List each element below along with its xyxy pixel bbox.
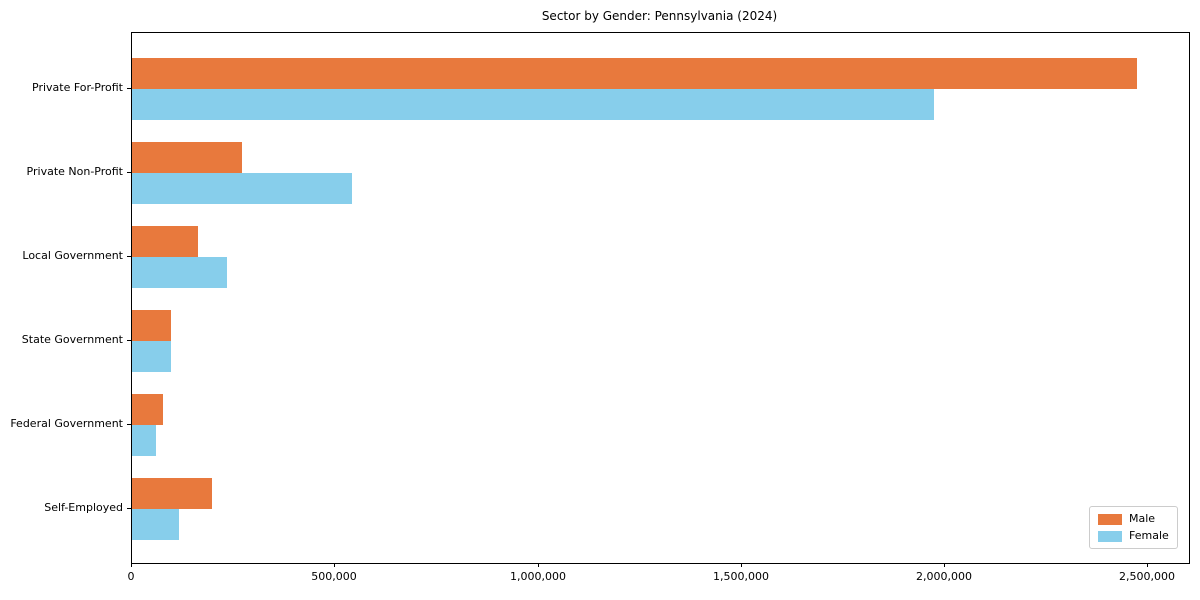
female-bar-self-employed [132, 509, 179, 540]
ytick-label-state-government: State Government [21, 333, 123, 346]
female-legend-label: Female [1129, 529, 1169, 542]
legend-entry-male: Male [1098, 513, 1169, 525]
ytick-mark [127, 340, 131, 341]
ytick-mark [127, 88, 131, 89]
xtick-mark [741, 563, 742, 567]
ytick-label-local-government: Local Government [22, 249, 123, 262]
male-bar-self-employed [132, 478, 212, 509]
female-legend-swatch [1098, 530, 1122, 542]
male-bar-private-for-profit [132, 58, 1137, 89]
ytick-mark [127, 508, 131, 509]
ytick-label-private-non-profit: Private Non-Profit [26, 165, 123, 178]
ytick-label-federal-government: Federal Government [10, 417, 123, 430]
male-bar-private-non-profit [132, 142, 242, 173]
legend: Male Female [1089, 506, 1178, 549]
xtick-label-2000000: 2,000,000 [916, 570, 972, 583]
xtick-label-500000: 500,000 [311, 570, 357, 583]
male-bar-state-government [132, 310, 171, 341]
female-bar-federal-government [132, 425, 156, 456]
ytick-label-self-employed: Self-Employed [44, 501, 123, 514]
male-legend-swatch [1098, 513, 1122, 525]
xtick-label-2500000: 2,500,000 [1119, 570, 1175, 583]
male-bar-local-government [132, 226, 198, 257]
female-bar-local-government [132, 257, 227, 288]
male-legend-label: Male [1129, 512, 1156, 525]
xtick-mark [131, 563, 132, 567]
female-bar-state-government [132, 341, 171, 372]
ytick-label-private-for-profit: Private For-Profit [32, 81, 123, 94]
xtick-mark [1147, 563, 1148, 567]
legend-entry-female: Female [1098, 530, 1169, 542]
female-bar-private-non-profit [132, 173, 352, 204]
xtick-mark [944, 563, 945, 567]
xtick-mark [334, 563, 335, 567]
plot-area [131, 32, 1190, 564]
chart-title: Sector by Gender: Pennsylvania (2024) [541, 9, 778, 23]
xtick-label-1500000: 1,500,000 [713, 570, 769, 583]
xtick-mark [538, 563, 539, 567]
ytick-mark [127, 424, 131, 425]
ytick-mark [127, 172, 131, 173]
male-bar-federal-government [132, 394, 163, 425]
xtick-label-0: 0 [127, 570, 135, 583]
xtick-label-1000000: 1,000,000 [510, 570, 566, 583]
ytick-mark [127, 256, 131, 257]
female-bar-private-for-profit [132, 89, 934, 120]
